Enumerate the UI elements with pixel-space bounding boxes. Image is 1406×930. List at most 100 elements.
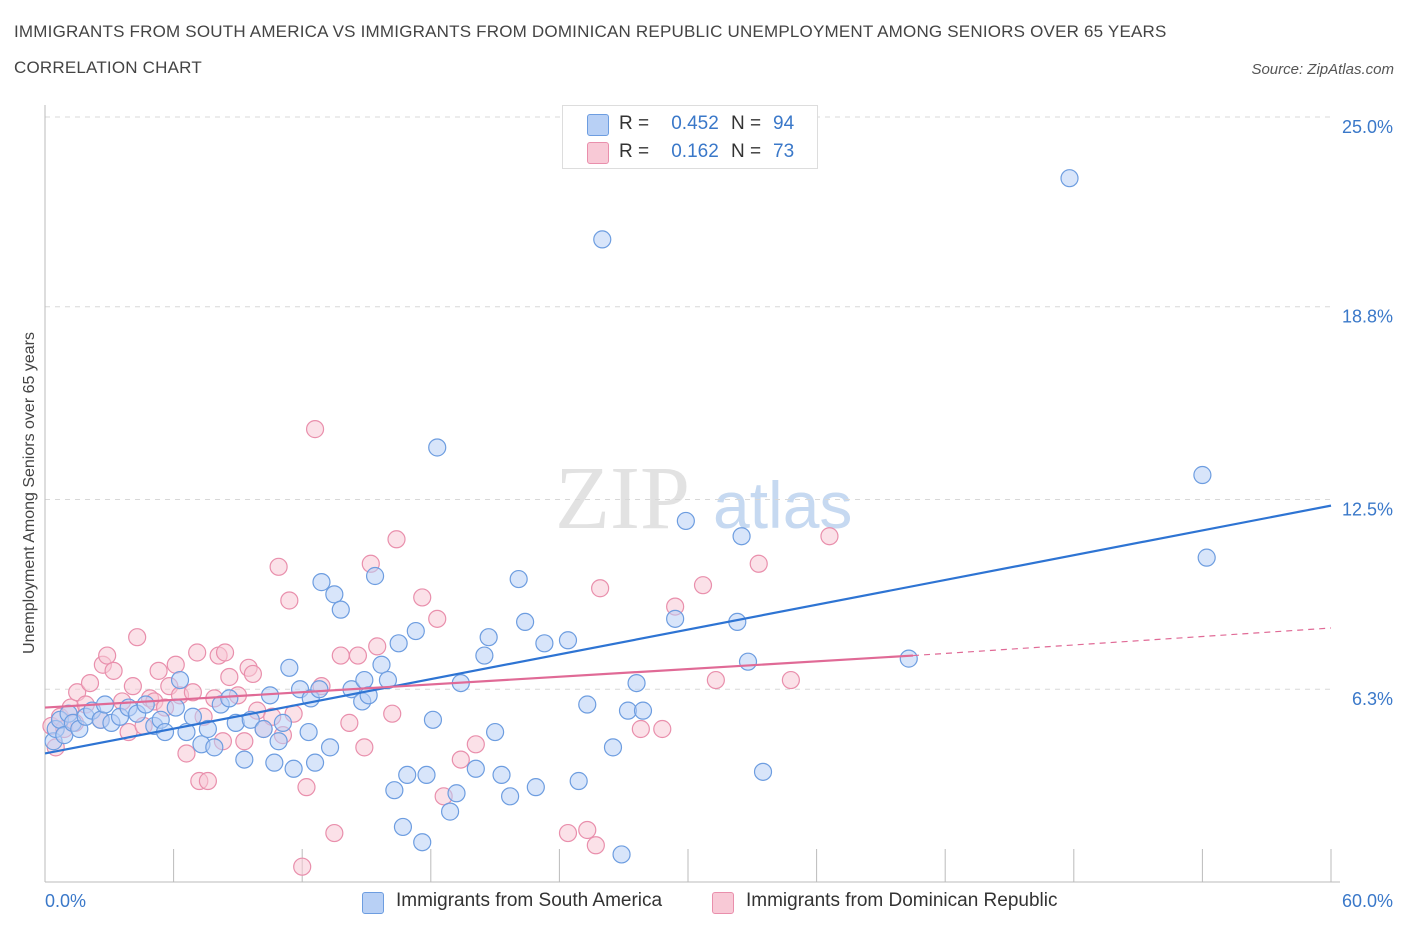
south-america-point-33	[265, 753, 284, 772]
south-america-point-90	[753, 762, 773, 781]
south-america-point-41	[305, 753, 325, 772]
south-america-point-55	[389, 634, 408, 653]
trend-lines	[44, 504, 1332, 755]
dominican-republic-point-47	[293, 857, 312, 876]
south-america-point-79	[593, 230, 612, 249]
dominican-republic-point-23	[166, 655, 185, 674]
dominican-republic-point-52	[331, 646, 350, 665]
south-america-point-76	[558, 631, 578, 650]
south-america-point-68	[479, 628, 498, 647]
dominican-republic-point-64	[466, 735, 485, 754]
south-america-point-81	[612, 845, 631, 864]
dominican-republic-point-15	[123, 677, 142, 696]
south-america-point-60	[417, 765, 436, 785]
watermark: ZIP atlas	[555, 449, 852, 548]
south-america-point-93	[1193, 465, 1212, 485]
south-america-point-53	[378, 670, 398, 690]
south-america-point-89	[738, 652, 758, 671]
south-america-point-25	[205, 738, 224, 757]
south-america-point-63	[440, 802, 460, 821]
dominican-republic-point-48	[297, 778, 316, 797]
dominican-republic-point-74	[749, 554, 768, 573]
south-america-point-56	[393, 817, 413, 837]
south-america-point-15	[136, 695, 155, 714]
south-america-point-45	[325, 585, 344, 604]
south-america-point-52	[372, 655, 391, 674]
series-south-america-points	[44, 169, 1216, 864]
dominican-republic-point-63	[451, 750, 470, 769]
y-tick-label-2: 18.8%	[1342, 307, 1393, 327]
dominican-republic-point-8	[80, 673, 100, 693]
south-america-point-62	[428, 438, 447, 457]
dominican-republic-point-27	[188, 643, 207, 662]
south-america-point-19	[166, 698, 185, 717]
south-america-point-39	[299, 722, 318, 742]
dominican-republic-point-26	[183, 683, 202, 702]
south-america-point-34	[269, 732, 288, 751]
south-america-point-73	[516, 612, 535, 632]
south-america-point-66	[466, 759, 485, 778]
y-tick-label-0: 6.3%	[1352, 689, 1393, 709]
dominican-republic-point-35	[220, 667, 239, 687]
y-tick-labels: 6.3% 12.5% 18.8% 25.0%	[1342, 117, 1393, 709]
correlation-legend: R = 0.452 N = 94 R = 0.162 N = 73	[562, 105, 818, 169]
legend-label-south-america: Immigrants from South America	[396, 890, 663, 911]
legend-n-value: 94	[773, 113, 795, 134]
south-america-point-59	[413, 833, 432, 852]
dominican-republic-point-51	[325, 823, 344, 843]
dominican-republic-point-65	[558, 823, 578, 843]
dominican-republic-point-68	[591, 579, 610, 598]
dominican-republic-point-73	[706, 670, 725, 690]
dominican-republic-point-16	[128, 628, 147, 647]
dominican-republic-point-49	[305, 420, 325, 439]
south-america-point-72	[509, 569, 528, 589]
legend-swatch-pink	[587, 142, 609, 164]
dominican-republic-point-34	[215, 643, 235, 662]
legend-swatch-pink	[712, 892, 734, 914]
legend-label-dominican-republic: Immigrants from Dominican Republic	[746, 890, 1058, 911]
dominican-republic-point-45	[280, 591, 299, 610]
dominican-republic-point-61	[428, 609, 447, 628]
south-america-point-24	[198, 719, 217, 739]
dominican-republic-point-76	[820, 527, 839, 546]
dominican-republic-point-43	[269, 557, 288, 576]
south-america-point-83	[627, 673, 646, 693]
x-tick-label-max: 60.0%	[1341, 891, 1393, 911]
trend-line-south-america	[44, 504, 1332, 755]
south-america-point-88	[732, 527, 751, 546]
dominican-republic-point-54	[348, 646, 368, 665]
south-america-point-75	[535, 634, 554, 653]
dominican-republic-point-12	[104, 661, 123, 680]
dominican-republic-point-20	[149, 661, 168, 680]
dominican-republic-point-75	[781, 670, 800, 690]
south-america-point-74	[526, 778, 545, 797]
trend-line-dominican-republic	[44, 654, 914, 709]
south-america-point-92	[1060, 169, 1079, 188]
south-america-point-85	[666, 609, 685, 628]
source-label: Source: ZipAtlas.com	[1251, 61, 1394, 78]
south-america-point-57	[398, 765, 417, 785]
south-america-point-70	[492, 765, 511, 785]
south-america-point-44	[320, 738, 340, 757]
dominican-republic-point-37	[235, 732, 254, 751]
south-america-point-77	[569, 771, 588, 791]
south-america-point-91	[899, 649, 918, 668]
south-america-point-20	[170, 670, 190, 690]
south-america-point-54	[385, 781, 404, 800]
south-america-point-42	[310, 680, 329, 699]
legend-r-value: 0.162	[671, 141, 719, 162]
south-america-point-61	[423, 710, 443, 729]
dominican-republic-point-67	[586, 836, 605, 855]
south-america-point-67	[475, 646, 494, 665]
south-america-point-35	[273, 713, 293, 732]
dominican-republic-point-59	[387, 530, 406, 549]
south-america-point-69	[486, 722, 505, 742]
dominican-republic-point-70	[653, 719, 672, 739]
dominican-republic-point-39	[243, 664, 263, 684]
legend-r-value: 0.452	[671, 113, 719, 134]
dominican-republic-point-72	[693, 576, 713, 595]
south-america-point-80	[603, 738, 623, 757]
dominican-republic-point-69	[631, 719, 650, 739]
south-america-point-58	[406, 621, 425, 641]
